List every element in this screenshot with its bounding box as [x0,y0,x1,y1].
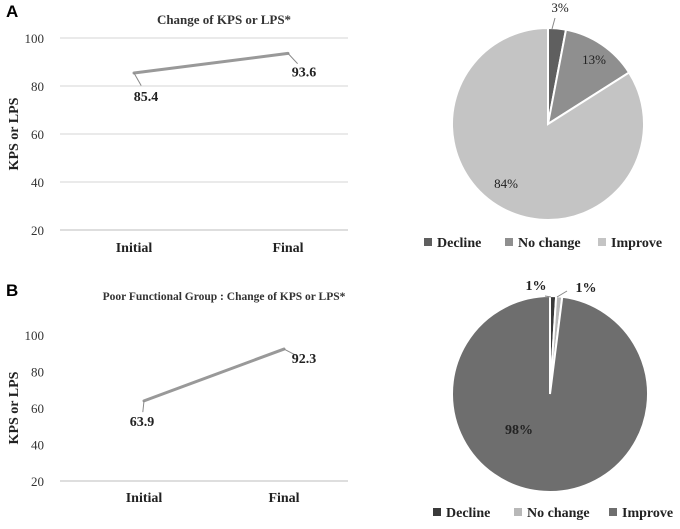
pie-slice-improve [451,26,645,221]
y-axis-label: KPS or LPS [7,97,22,170]
data-label-leader [556,290,568,298]
pie-slice-no-change [546,28,631,127]
legend-entry: Improve [622,506,673,521]
legend-entry: Decline [446,506,490,521]
data-label-leader [544,295,552,298]
legend-swatch [424,238,432,246]
x-tick-label: Final [268,491,299,506]
data-label-leader [133,72,142,86]
legend-swatch [609,508,617,516]
pie-slice-improve [451,294,649,493]
y-tick-label: 20 [31,474,44,489]
x-tick-label: Final [272,241,303,256]
y-tick-label: 80 [31,79,44,94]
data-label: 63.9 [130,415,155,430]
y-axis-label: KPS or LPS [7,371,22,444]
data-label: 1% [526,279,547,294]
x-tick-label: Initial [126,491,163,506]
data-label: 1% [576,281,597,296]
data-label-leader [287,53,298,65]
legend-entry: Improve [611,236,662,251]
legend-swatch [598,238,606,246]
data-label: 13% [582,52,606,67]
legend-swatch [514,508,522,516]
y-tick-label: 40 [31,175,44,190]
legend-entry: No change [527,506,590,521]
data-label: 3% [551,0,569,15]
y-tick-label: 100 [25,328,45,343]
panel-b-label: B [6,281,19,300]
data-label: 93.6 [292,65,317,80]
data-label: 85.4 [134,90,159,105]
y-tick-label: 100 [25,31,45,46]
data-label: 84% [494,176,518,191]
data-label: 92.3 [292,352,317,367]
legend-swatch [505,238,513,246]
data-label-leader [283,348,297,356]
legend-entry: Decline [437,236,481,251]
data-label-leader [551,17,556,30]
series-line [142,347,286,403]
x-tick-label: Initial [116,241,153,256]
y-tick-label: 60 [31,127,44,142]
series-line [132,51,290,75]
chart-title: Change of KPS or LPS* [157,12,291,27]
y-tick-label: 80 [31,365,44,380]
chart-title: Poor Functional Group : Change of KPS or… [103,291,346,303]
panel-a-label: A [6,2,19,21]
data-label: 98% [505,423,533,438]
y-tick-label: 60 [31,401,44,416]
legend-swatch [433,508,441,516]
y-tick-label: 40 [31,438,44,453]
y-tick-label: 20 [31,223,44,238]
data-label-leader [142,400,145,413]
legend-entry: No change [518,236,581,251]
